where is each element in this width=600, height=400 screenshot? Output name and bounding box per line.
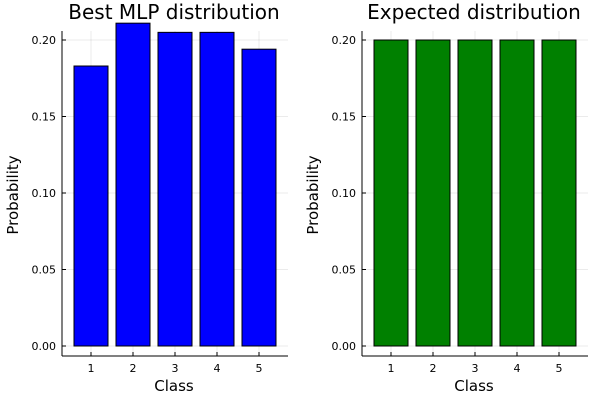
x-tick-label: 1 [88, 362, 95, 375]
bar-class-5 [541, 39, 577, 347]
y-tick-label: 0.00 [32, 340, 57, 353]
y-tick-label: 0.20 [32, 34, 57, 47]
chart-title: Best MLP distribution [68, 0, 279, 24]
bar-class-4 [199, 31, 235, 347]
y-tick-label: 0.15 [332, 111, 357, 124]
y-tick-label: 0.20 [332, 34, 357, 47]
x-tick-label: 2 [430, 362, 437, 375]
x-axis-label: Class [154, 377, 194, 395]
bar-class-4 [499, 39, 535, 347]
x-tick-label: 4 [514, 362, 521, 375]
x-tick-label: 5 [256, 362, 263, 375]
y-tick-label: 0.10 [332, 187, 357, 200]
x-tick-label: 5 [556, 362, 563, 375]
x-tick-label: 4 [214, 362, 221, 375]
y-tick-label: 0.05 [32, 264, 57, 277]
y-tick-label: 0.15 [32, 111, 57, 124]
x-axis-label: Class [454, 377, 494, 395]
y-tick-label: 0.10 [32, 187, 57, 200]
chart-title: Expected distribution [367, 0, 581, 24]
bar-class-3 [457, 39, 493, 347]
y-axis-label: Probability [4, 155, 22, 234]
chart-panel-expected: Expected distribution Class Probability … [304, 0, 588, 395]
x-tick-label: 3 [172, 362, 179, 375]
bar-class-2 [115, 22, 151, 347]
bar-class-2 [415, 39, 451, 347]
y-tick-label: 0.00 [332, 340, 357, 353]
bar-class-1 [73, 65, 109, 347]
chart-panel-best-mlp: Best MLP distribution Class Probability … [4, 0, 288, 395]
bar-class-5 [241, 48, 277, 347]
x-tick-label: 1 [388, 362, 395, 375]
bar-class-3 [157, 31, 193, 347]
y-axis-label: Probability [304, 155, 322, 234]
bar-class-1 [373, 39, 409, 347]
x-tick-label: 2 [130, 362, 137, 375]
y-tick-label: 0.05 [332, 264, 357, 277]
x-tick-label: 3 [472, 362, 479, 375]
